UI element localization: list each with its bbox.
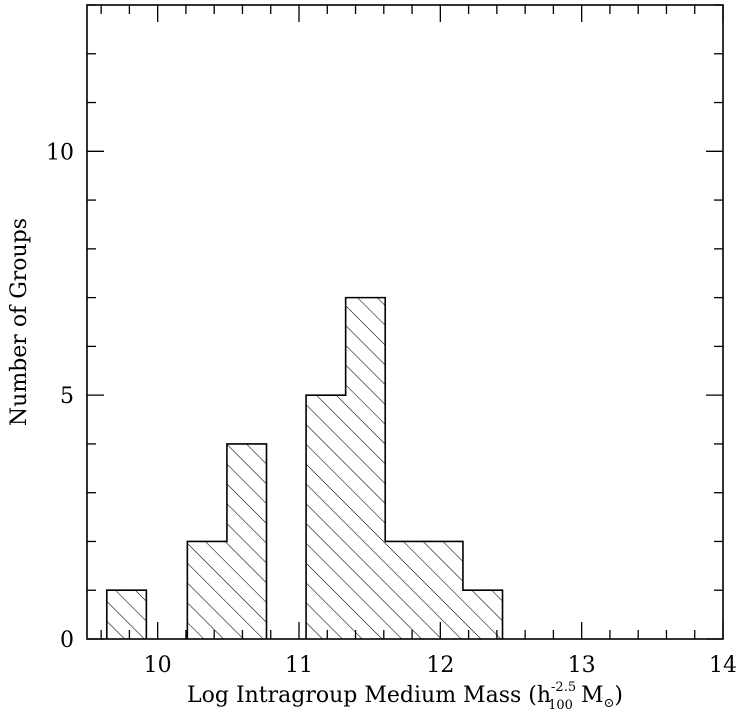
x-tick-label: 12 <box>426 653 454 678</box>
axis-ticks <box>87 4 724 640</box>
sun-symbol-icon: ⊙ <box>603 696 614 711</box>
y-axis-label: Number of Groups <box>7 218 32 426</box>
x-tick-label: 14 <box>709 653 737 678</box>
x-tick-labels: 10 11 12 13 14 <box>144 653 737 678</box>
histogram-outline <box>105 296 504 639</box>
x-tick-label: 13 <box>568 653 596 678</box>
histogram-bar-7 <box>462 590 503 639</box>
histogram-bar-1 <box>187 541 227 639</box>
histogram-bar-2 <box>226 443 267 639</box>
plot-frame <box>86 4 724 640</box>
y-tick-label: 5 <box>60 384 74 409</box>
y-tick-labels: 0 5 10 <box>46 140 74 653</box>
y-tick-label: 10 <box>46 140 74 165</box>
x-tick-label: 11 <box>285 653 313 678</box>
histogram-bar-3 <box>306 395 346 639</box>
histogram-bar-4 <box>345 297 386 639</box>
x-tick-label: 10 <box>144 653 172 678</box>
x-axis-label: Log Intragroup Medium Mass (h-2.5 100 M⊙) <box>187 680 623 713</box>
histogram-bars <box>106 297 503 639</box>
histogram-bar-6 <box>424 541 463 639</box>
histogram-bar-5 <box>385 541 425 639</box>
histogram-bar-0 <box>106 590 147 639</box>
y-tick-label: 0 <box>60 628 74 653</box>
